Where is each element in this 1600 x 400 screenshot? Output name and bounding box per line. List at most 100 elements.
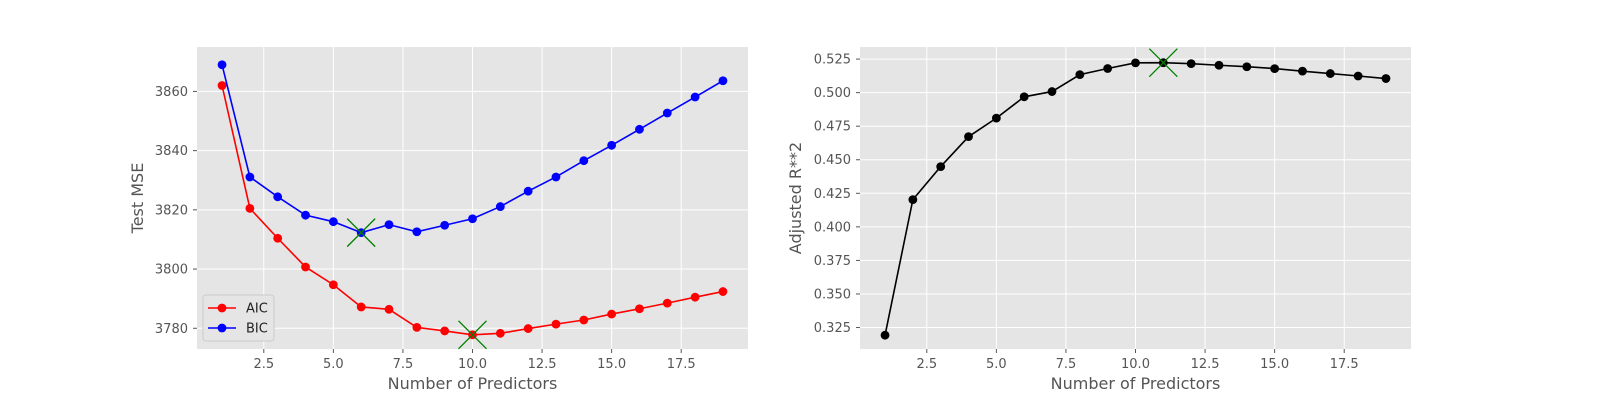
y-tick-label: 3820 xyxy=(155,203,188,218)
optimum-marker-stroke xyxy=(458,320,487,350)
data-point xyxy=(718,287,728,296)
x-tick-label: 15.0 xyxy=(1260,357,1289,372)
data-point xyxy=(301,262,310,272)
x-axis-label: Number of Predictors xyxy=(1051,374,1221,393)
x-tick-label: 15.0 xyxy=(597,357,626,372)
data-point xyxy=(908,195,918,205)
data-point xyxy=(412,322,422,332)
data-point xyxy=(495,328,505,338)
y-axis-label: Adjusted R**2 xyxy=(786,142,805,254)
y-tick-label: 0.425 xyxy=(814,187,851,202)
x-tick-label: 12.5 xyxy=(528,357,557,372)
optimum-marker xyxy=(346,218,376,248)
optimum-marker xyxy=(458,320,487,350)
data-point xyxy=(579,156,589,166)
data-point xyxy=(1298,66,1307,76)
data-point xyxy=(384,304,394,314)
y-tick-label: 0.500 xyxy=(814,86,851,101)
x-tick-label: 5.0 xyxy=(323,357,344,372)
y-axis-label: Test MSE xyxy=(128,163,147,235)
data-point xyxy=(1075,70,1085,80)
y-tick-label: 3860 xyxy=(155,85,188,100)
data-point xyxy=(1270,64,1280,74)
data-point xyxy=(579,315,589,325)
data-point xyxy=(964,132,973,142)
data-point xyxy=(607,140,617,150)
legend-marker xyxy=(217,323,227,333)
legend-label: AIC xyxy=(246,302,268,317)
data-point xyxy=(245,172,255,182)
y-tick-label: 3800 xyxy=(155,263,188,278)
data-point xyxy=(245,203,255,213)
data-point xyxy=(1325,69,1335,78)
data-point xyxy=(551,172,561,182)
data-point xyxy=(718,76,728,86)
data-point xyxy=(495,202,505,211)
y-tick-label: 0.400 xyxy=(814,220,851,235)
y-tick-label: 0.325 xyxy=(814,321,851,336)
data-point xyxy=(1214,60,1224,70)
x-tick-label: 10.0 xyxy=(1121,357,1150,372)
data-point xyxy=(1242,62,1252,72)
data-point xyxy=(1103,64,1113,73)
data-point xyxy=(1131,58,1140,68)
data-point xyxy=(273,192,283,202)
data-point xyxy=(635,124,644,134)
data-point xyxy=(356,302,366,312)
series-0 xyxy=(880,58,1391,340)
data-point xyxy=(607,309,617,319)
data-point xyxy=(412,227,422,237)
x-tick-label: 7.5 xyxy=(1056,357,1077,372)
data-point xyxy=(551,319,561,329)
data-point xyxy=(523,186,533,196)
data-point xyxy=(523,324,533,333)
legend-marker xyxy=(217,303,227,313)
data-point xyxy=(440,220,450,230)
data-point xyxy=(936,162,946,171)
data-point xyxy=(328,217,338,227)
x-tick-label: 17.5 xyxy=(1330,357,1359,372)
y-tick-label: 0.375 xyxy=(814,254,851,269)
x-tick-label: 12.5 xyxy=(1191,357,1220,372)
data-point xyxy=(690,292,700,302)
data-point xyxy=(1047,87,1057,96)
optimum-marker-stroke xyxy=(346,218,376,248)
y-tick-label: 0.450 xyxy=(814,153,851,168)
mse-chart: 2.5 5.0 7.5 10.0 12.5 15.0 17.5 3780 3800 3820 384… xyxy=(128,47,748,393)
data-point xyxy=(690,92,700,102)
data-point xyxy=(217,60,227,70)
data-point xyxy=(635,304,644,314)
x-tick-label: 2.5 xyxy=(916,357,937,372)
y-tick-label: 0.350 xyxy=(814,287,851,302)
optimum-marker-stroke xyxy=(1148,48,1178,78)
data-point xyxy=(1353,71,1363,81)
data-point xyxy=(273,233,283,243)
y-tick-label: 3780 xyxy=(155,322,188,337)
data-point xyxy=(440,326,450,336)
data-point xyxy=(1019,92,1029,102)
x-tick-label: 10.0 xyxy=(458,357,487,372)
x-tick-label: 2.5 xyxy=(253,357,274,372)
data-point xyxy=(880,330,890,340)
data-point xyxy=(301,210,310,220)
data-point xyxy=(217,81,227,90)
y-tick-label: 0.525 xyxy=(814,53,851,68)
data-point xyxy=(384,220,394,230)
x-tick-label: 7.5 xyxy=(393,357,414,372)
adjusted-r2-chart: 2.5 5.0 7.5 10.0 12.5 15.0 17.5 0.325 0.350 0.375… xyxy=(786,47,1411,393)
legend: AIC BIC xyxy=(202,294,275,342)
data-point xyxy=(1186,59,1196,69)
data-point xyxy=(468,214,477,224)
y-tick-label: 3840 xyxy=(155,144,188,159)
optimum-marker xyxy=(1148,48,1178,78)
data-point xyxy=(1381,74,1391,83)
x-axis-label: Number of Predictors xyxy=(388,374,558,393)
data-point xyxy=(328,280,338,290)
y-tick-label: 0.475 xyxy=(814,120,851,135)
legend-label: BIC xyxy=(246,322,268,337)
data-point xyxy=(662,108,672,118)
x-tick-label: 5.0 xyxy=(986,357,1007,372)
data-point xyxy=(662,298,672,308)
data-point xyxy=(991,113,1001,123)
